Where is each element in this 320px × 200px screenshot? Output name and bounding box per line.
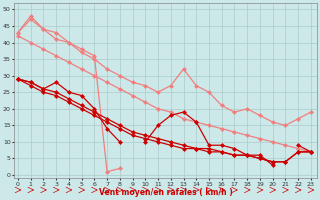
X-axis label: Vent moyen/en rafales ( km/h ): Vent moyen/en rafales ( km/h ) [99, 188, 233, 197]
